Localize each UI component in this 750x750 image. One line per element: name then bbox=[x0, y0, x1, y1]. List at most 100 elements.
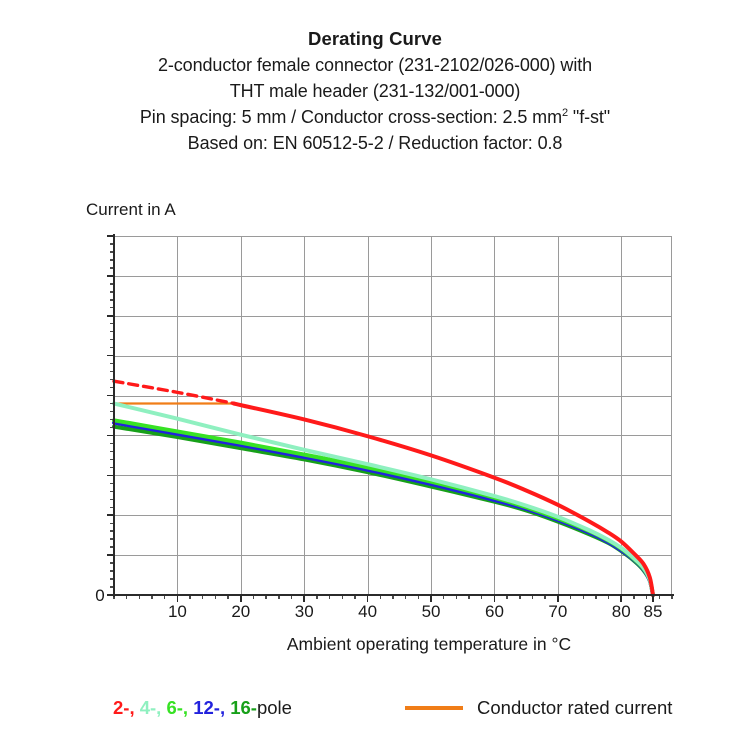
x-tick-label: 10 bbox=[167, 602, 187, 621]
y-tick bbox=[107, 594, 114, 596]
chart-legend: 2-, 4-, 6-, 12-, 16-pole Conductor rated… bbox=[0, 697, 750, 731]
y-tick bbox=[107, 554, 114, 556]
x-tick-minor bbox=[658, 595, 660, 599]
y-tick-minor bbox=[110, 490, 114, 492]
y-tick-minor bbox=[110, 562, 114, 564]
curve-2-pole-dashed bbox=[112, 379, 237, 406]
y-tick-minor bbox=[110, 307, 114, 309]
x-tick bbox=[652, 595, 654, 602]
legend-pole-suffix: pole bbox=[256, 697, 292, 718]
x-tick-minor bbox=[582, 595, 584, 599]
y-tick-minor bbox=[110, 546, 114, 548]
x-tick-minor bbox=[227, 595, 229, 599]
x-tick-minor bbox=[671, 595, 673, 599]
x-tick-minor bbox=[151, 595, 153, 599]
y-tick-minor bbox=[110, 370, 114, 373]
gridline-vertical bbox=[367, 236, 369, 595]
x-tick-minor bbox=[531, 595, 534, 599]
y-tick-minor bbox=[110, 530, 114, 532]
gridline-vertical bbox=[240, 236, 242, 595]
y-tick-minor bbox=[110, 378, 114, 381]
y-tick-minor bbox=[110, 259, 114, 261]
gridline-horizontal bbox=[114, 355, 672, 357]
x-axis-line bbox=[112, 594, 674, 596]
title-line-4-a: Pin spacing: 5 mm / Conductor cross-sect… bbox=[139, 107, 562, 127]
title-line-5: Based on: EN 60512-5-2 / Reduction facto… bbox=[187, 133, 563, 153]
y-tick-minor bbox=[110, 331, 114, 333]
y-tick bbox=[107, 314, 114, 317]
y-tick-minor bbox=[110, 466, 114, 469]
title-line-4-superscript: 2 bbox=[561, 107, 568, 119]
gridline-vertical bbox=[304, 236, 306, 595]
x-tick-label: 70 bbox=[548, 602, 568, 621]
y-tick-minor bbox=[110, 410, 114, 413]
chart-plot-area: 0510152025303540451020304050607080850 bbox=[95, 234, 674, 621]
y-tick-minor bbox=[110, 458, 114, 461]
gridline-vertical bbox=[494, 236, 496, 595]
y-tick-minor bbox=[110, 482, 114, 484]
x-tick-minor bbox=[468, 595, 470, 599]
legend-item-16-pole: 16- bbox=[230, 697, 257, 718]
y-tick-minor bbox=[110, 426, 114, 429]
x-tick-minor bbox=[113, 595, 115, 599]
x-tick-label: 60 bbox=[484, 602, 504, 621]
legend-poles: 2-, 4-, 6-, 12-, 16-pole bbox=[113, 697, 292, 719]
y-tick-minor bbox=[110, 570, 114, 572]
legend-item-4-pole: 4-, bbox=[139, 697, 162, 718]
x-tick bbox=[557, 595, 559, 602]
legend-swatch-rated-current bbox=[405, 705, 463, 711]
x-tick bbox=[240, 595, 242, 602]
x-tick-minor bbox=[404, 595, 407, 599]
curve-12-pole bbox=[112, 420, 655, 597]
gridline-horizontal bbox=[114, 275, 672, 277]
x-tick-minor bbox=[341, 595, 343, 599]
gridline-horizontal bbox=[114, 315, 672, 317]
y-tick-minor bbox=[110, 506, 114, 508]
y-tick bbox=[107, 354, 114, 357]
y-tick-minor bbox=[110, 442, 114, 445]
x-tick-minor bbox=[125, 595, 128, 599]
y-tick-minor bbox=[110, 339, 114, 341]
x-tick bbox=[303, 595, 306, 602]
y-tick-minor bbox=[110, 346, 114, 349]
x-tick-minor bbox=[189, 595, 191, 599]
curve-4-pole bbox=[112, 401, 655, 597]
legend-rated-label: Conductor rated current bbox=[477, 697, 673, 718]
plot-frame bbox=[114, 236, 672, 595]
gridline-vertical bbox=[557, 236, 559, 595]
y-tick-minor bbox=[110, 299, 114, 301]
gridline-horizontal bbox=[114, 435, 672, 437]
title-line-4: Pin spacing: 5 mm / Conductor cross-sect… bbox=[0, 104, 750, 130]
x-tick-minor bbox=[316, 595, 318, 599]
x-tick-minor bbox=[214, 595, 217, 599]
x-tick-minor bbox=[455, 595, 458, 599]
gridline-horizontal bbox=[114, 555, 672, 557]
x-tick-minor bbox=[506, 595, 508, 599]
x-tick-label: 80 bbox=[611, 602, 631, 621]
x-tick-minor bbox=[481, 595, 483, 599]
y-tick-minor bbox=[110, 498, 114, 500]
y-tick-minor bbox=[110, 418, 114, 421]
x-tick bbox=[176, 595, 179, 602]
x-tick-minor bbox=[569, 595, 572, 599]
x-tick-minor bbox=[417, 595, 420, 599]
x-tick bbox=[493, 595, 496, 602]
y-tick-minor bbox=[110, 251, 114, 253]
legend-item-2-pole: 2-, bbox=[113, 697, 135, 718]
y-tick bbox=[107, 394, 114, 397]
x-tick-minor bbox=[354, 595, 356, 599]
chart-title-block: Derating Curve 2-conductor female connec… bbox=[0, 26, 750, 156]
x-tick-minor bbox=[138, 595, 141, 599]
gridline-horizontal bbox=[114, 395, 672, 397]
y-tick-minor bbox=[110, 538, 114, 540]
title-line-4-b: "f-st" bbox=[568, 107, 611, 127]
y-tick-minor bbox=[110, 323, 114, 325]
x-tick-label: 50 bbox=[421, 602, 441, 621]
x-tick-minor bbox=[645, 595, 648, 599]
x-tick-minor bbox=[164, 595, 166, 599]
y-tick-minor bbox=[110, 267, 114, 269]
x-tick-minor bbox=[278, 595, 280, 599]
y-tick-minor bbox=[110, 283, 114, 285]
x-tick-minor bbox=[519, 595, 521, 599]
